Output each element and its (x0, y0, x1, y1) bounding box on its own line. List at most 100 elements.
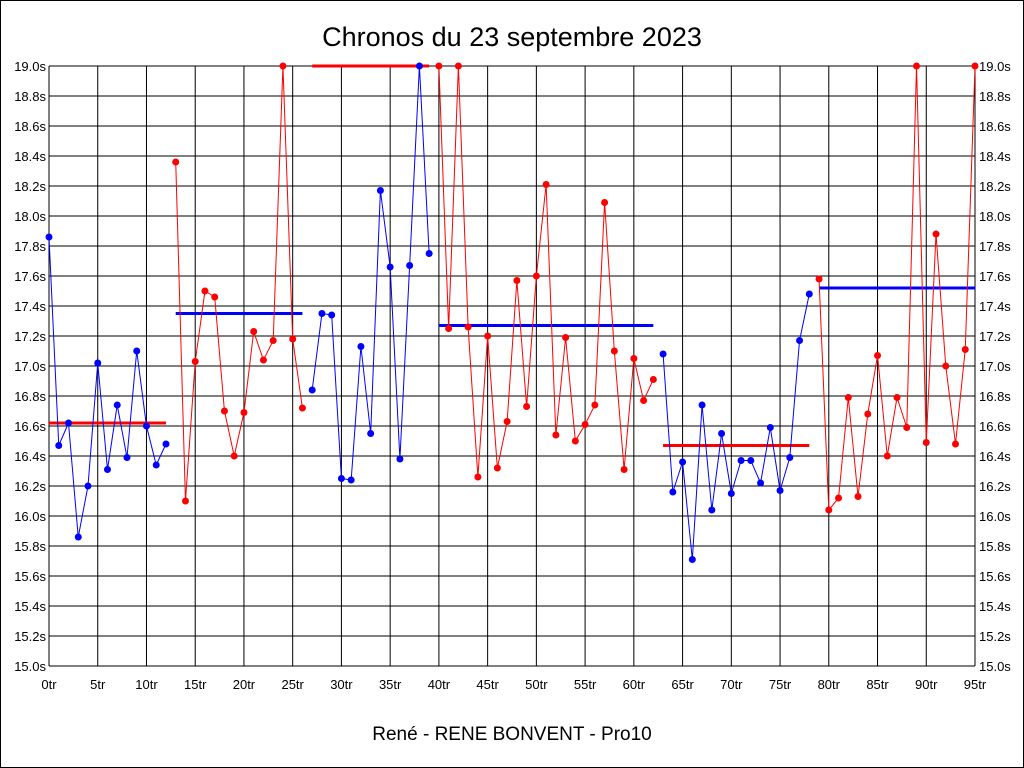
data-point (503, 418, 511, 425)
x-tick-label: 60tr (623, 677, 646, 692)
data-point (952, 440, 960, 448)
data-point (630, 355, 638, 362)
data-point (610, 347, 618, 355)
data-point (308, 386, 316, 394)
y-tick-label-left: 18.2s (14, 179, 46, 194)
data-point (835, 494, 843, 502)
data-point (259, 356, 267, 364)
data-point (435, 62, 443, 70)
data-point (172, 158, 180, 166)
data-point (396, 455, 404, 463)
x-tick-label: 80tr (818, 677, 841, 692)
y-tick-label-right: 15.0s (979, 659, 1011, 674)
y-tick-label-right: 16.4s (979, 449, 1011, 464)
series-line (662, 293, 810, 560)
data-point (854, 493, 862, 500)
x-tick-label: 25tr (281, 677, 304, 692)
y-tick-label-right: 18.4s (979, 149, 1011, 164)
data-point (191, 358, 199, 365)
data-point (152, 461, 160, 469)
grid (48, 65, 976, 667)
data-point (484, 332, 492, 340)
chart-title: Chronos du 23 septembre 2023 (322, 22, 702, 52)
y-tick-label-right: 17.8s (979, 239, 1011, 254)
data-point (893, 394, 901, 401)
data-point (386, 263, 394, 271)
data-point (94, 359, 102, 367)
data-point (698, 401, 706, 409)
y-tick-label-left: 17.0s (14, 359, 46, 374)
x-tick-label: 15tr (184, 677, 207, 692)
data-point (718, 430, 726, 437)
data-point (250, 328, 258, 335)
series (45, 62, 979, 563)
y-tick-label-left: 16.6s (14, 419, 46, 434)
data-point (708, 506, 716, 514)
data-point (679, 458, 687, 466)
y-tick-label-right: 16.6s (979, 419, 1011, 434)
data-point (240, 409, 248, 416)
y-tick-label-left: 17.8s (14, 239, 46, 254)
data-point (64, 419, 72, 427)
y-tick-label-left: 18.8s (14, 89, 46, 104)
data-point (532, 272, 540, 280)
y-tick-label-left: 19.0s (14, 59, 46, 74)
y-tick-label-left: 15.0s (14, 659, 46, 674)
y-tick-label-left: 16.8s (14, 389, 46, 404)
data-point (55, 442, 63, 449)
data-point (298, 404, 306, 412)
data-point (113, 401, 121, 409)
data-point (581, 421, 589, 428)
y-tick-label-left: 16.0s (14, 509, 46, 524)
x-tick-label: 65tr (671, 677, 694, 692)
data-point (318, 310, 326, 317)
x-tick-label: 45tr (476, 677, 499, 692)
data-point (464, 323, 472, 331)
data-point (903, 424, 911, 431)
data-point (367, 430, 375, 437)
data-point (620, 466, 628, 473)
data-point (220, 407, 228, 415)
data-point (162, 440, 170, 448)
data-point (669, 488, 677, 496)
data-point (289, 335, 297, 343)
x-tick-label: 90tr (915, 677, 938, 692)
y-tick-label-left: 17.2s (14, 329, 46, 344)
data-point (347, 476, 355, 484)
y-tick-label-left: 18.6s (14, 119, 46, 134)
series-line (175, 65, 303, 502)
x-tick-label: 5tr (90, 677, 106, 692)
y-tick-label-right: 17.4s (979, 299, 1011, 314)
y-tick-label-right: 18.2s (979, 179, 1011, 194)
data-point (142, 422, 150, 430)
data-point (425, 250, 433, 257)
y-tick-label-right: 16.8s (979, 389, 1011, 404)
x-tick-label: 50tr (525, 677, 548, 692)
x-tick-label: 55tr (574, 677, 597, 692)
y-tick-label-right: 17.0s (979, 359, 1011, 374)
data-point (571, 437, 579, 445)
data-point (649, 376, 657, 383)
y-tick-label-right: 16.2s (979, 479, 1011, 494)
x-tick-label: 10tr (135, 677, 158, 692)
y-tick-label-right: 18.0s (979, 209, 1011, 224)
data-point (688, 556, 696, 563)
data-point (406, 262, 414, 269)
y-tick-label-right: 18.8s (979, 89, 1011, 104)
y-tick-label-right: 15.6s (979, 569, 1011, 584)
y-tick-label-right: 17.6s (979, 269, 1011, 284)
data-point (786, 454, 794, 461)
y-tick-label-right: 15.2s (979, 629, 1011, 644)
x-axis-label: René - RENE BONVENT - Pro10 (372, 724, 651, 745)
data-point (357, 343, 365, 350)
y-tick-label-left: 18.0s (14, 209, 46, 224)
y-tick-label-left: 17.6s (14, 269, 46, 284)
data-point (552, 431, 560, 439)
data-point (493, 464, 501, 472)
data-point (230, 452, 238, 460)
x-tick-label: 35tr (379, 677, 402, 692)
y-tick-label-right: 16.0s (979, 509, 1011, 524)
data-point (942, 362, 950, 370)
